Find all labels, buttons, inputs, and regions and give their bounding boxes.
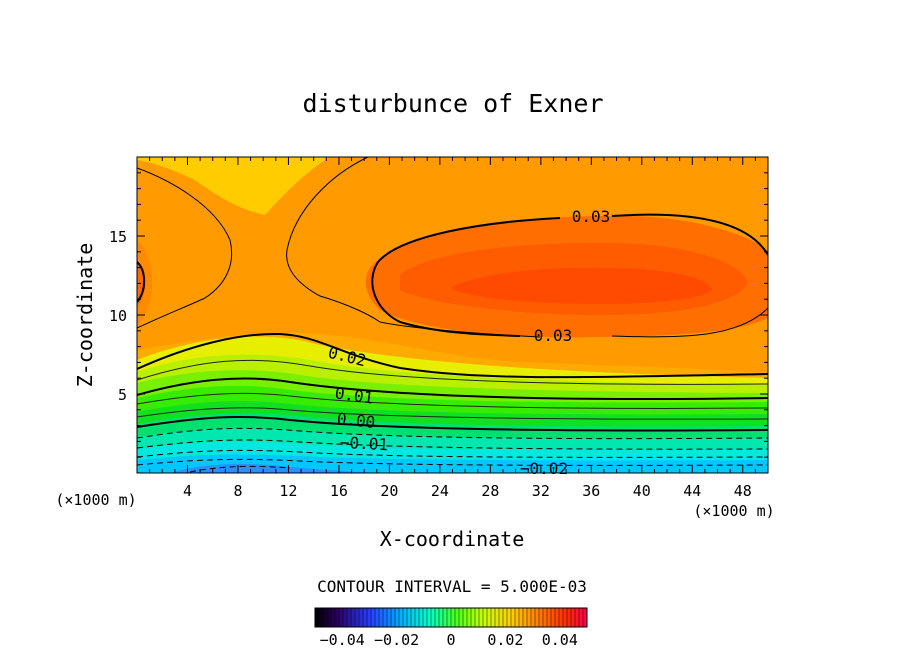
contour-label: 0.03 <box>572 207 611 226</box>
contour-label: 0.00 <box>336 409 376 432</box>
x-tick-label: 16 <box>330 482 348 500</box>
y-tick-label: 5 <box>118 386 127 404</box>
colorbar: −0.04 −0.02 0 0.02 0.04 <box>314 607 588 649</box>
x-tick-label: 36 <box>582 482 600 500</box>
x-tick-label: 40 <box>633 482 651 500</box>
contour-interval-text: CONTOUR INTERVAL = 5.000E-03 <box>317 577 587 596</box>
colorbar-tick-label: 0 <box>446 631 455 649</box>
x-axis-label: X-coordinate <box>380 527 525 551</box>
contour-label: −0.01 <box>339 433 388 454</box>
y-axis-label: Z-coordinate <box>73 243 97 388</box>
x-tick-label: 8 <box>233 482 242 500</box>
contour-field <box>137 157 768 473</box>
x-axis-unit-left: (×1000 m) <box>55 491 136 509</box>
x-axis-ticks: 4 8 12 16 20 24 28 32 36 40 44 48 <box>149 157 756 500</box>
colorbar-tick-label: −0.04 <box>320 631 365 649</box>
x-tick-label: 12 <box>279 482 297 500</box>
x-tick-label: 20 <box>380 482 398 500</box>
x-tick-label: 32 <box>532 482 550 500</box>
colorbar-tick-label: 0.02 <box>487 631 523 649</box>
x-tick-label: 4 <box>183 482 192 500</box>
contour-label: −0.02 <box>520 459 568 478</box>
x-tick-label: 48 <box>734 482 752 500</box>
y-tick-label: 15 <box>109 228 127 246</box>
colorbar-tick-label: −0.02 <box>374 631 419 649</box>
y-axis-ticks: 5 10 15 <box>109 172 768 458</box>
x-tick-label: 44 <box>683 482 701 500</box>
colorbar-tick-label: 0.04 <box>542 631 578 649</box>
contour-label: 0.03 <box>534 326 573 345</box>
y-tick-label: 10 <box>109 307 127 325</box>
x-tick-label: 28 <box>481 482 499 500</box>
x-axis-unit-right: (×1000 m) <box>693 502 774 520</box>
colorbar-tick-labels: −0.04 −0.02 0 0.02 0.04 <box>320 631 578 649</box>
chart-title: disturbunce of Exner <box>302 89 603 118</box>
x-tick-label: 24 <box>431 482 449 500</box>
